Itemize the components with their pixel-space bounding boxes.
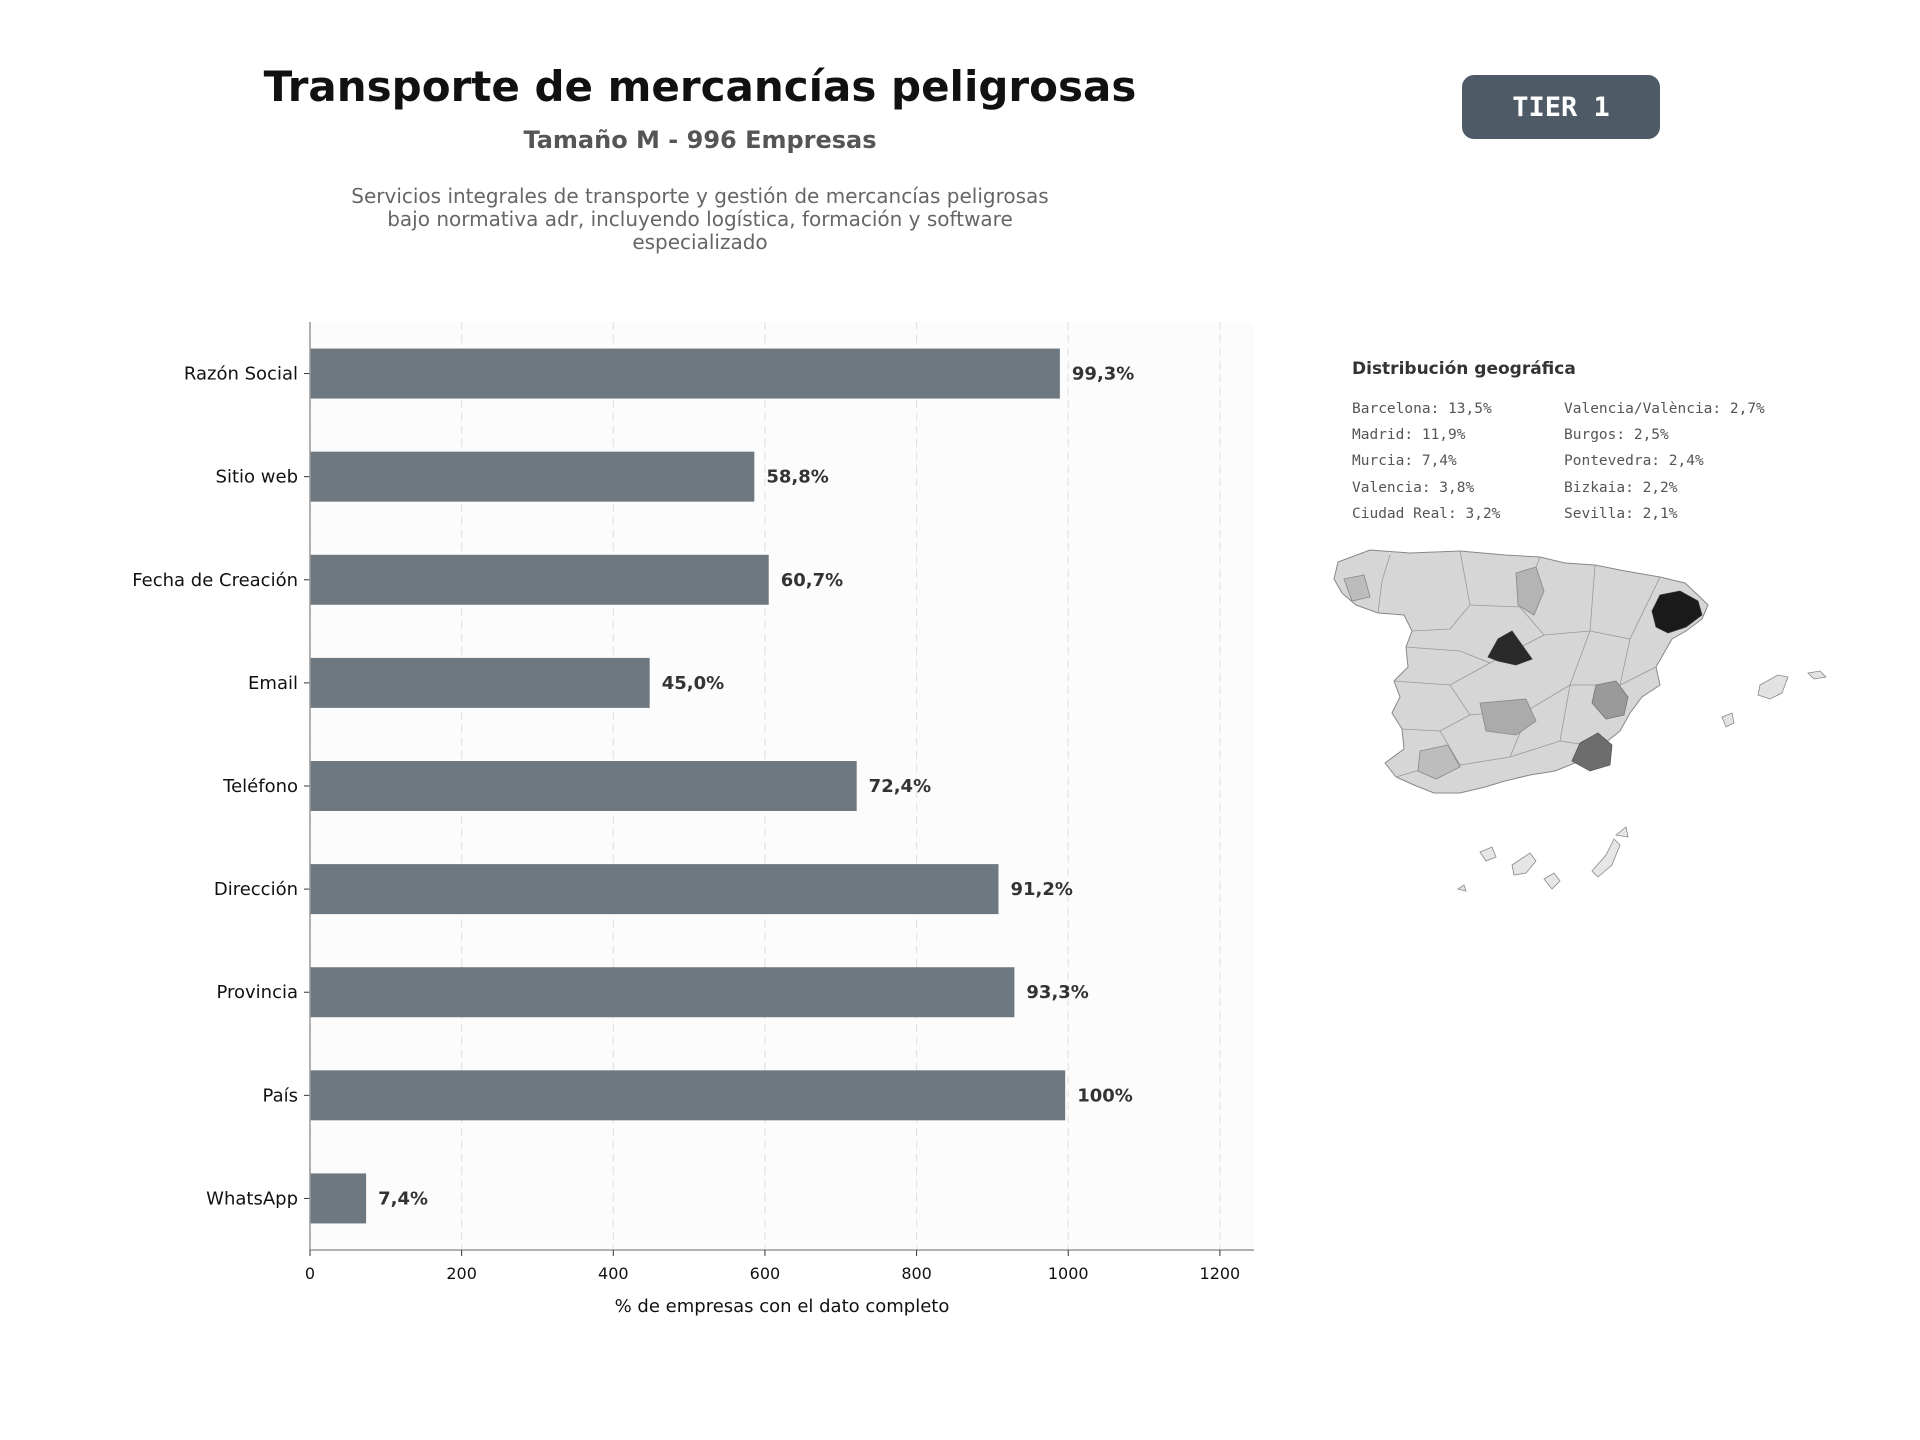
bar <box>310 657 650 708</box>
map-island-canary-3 <box>1543 872 1561 890</box>
x-tick-label: 200 <box>446 1264 477 1283</box>
map-island-canary-6 <box>1457 884 1467 892</box>
map-island-ibiza <box>1721 712 1735 728</box>
data-label: 93,3% <box>1026 982 1088 1003</box>
page-subtitle: Tamaño M - 996 Empresas <box>523 126 877 154</box>
x-tick-label: 1000 <box>1048 1264 1089 1283</box>
description-line: especializado <box>632 230 768 254</box>
bar <box>310 864 999 915</box>
category-label: País <box>263 1085 298 1106</box>
category-label: Fecha de Creación <box>132 570 298 591</box>
map-island-canary-1 <box>1479 846 1497 862</box>
x-axis-label: % de empresas con el dato completo <box>615 1296 950 1317</box>
description-line: Servicios integrales de transporte y ges… <box>351 184 1049 208</box>
map-region-valencia <box>1591 680 1629 720</box>
geo-item: Murcia: 7,4% <box>1352 453 1457 470</box>
geo-title: Distribución geográfica <box>1352 359 1576 379</box>
bar <box>310 348 1060 399</box>
description: Servicios integrales de transporte y ges… <box>300 185 1100 254</box>
data-label: 72,4% <box>869 776 931 797</box>
bar <box>310 554 769 605</box>
geo-item: Valencia: 3,8% <box>1352 479 1475 496</box>
geo-item: Valencia/València: 2,7% <box>1564 401 1765 417</box>
category-label: WhatsApp <box>206 1188 298 1209</box>
data-label: 91,2% <box>1010 879 1072 900</box>
geo-item: Barcelona: 13,5% <box>1352 401 1492 417</box>
geo-item: Burgos: 2,5% <box>1564 427 1669 444</box>
data-label: 100% <box>1077 1085 1133 1106</box>
geo-item: Sevilla: 2,1% <box>1564 505 1678 522</box>
map-region-madrid <box>1487 630 1533 666</box>
bar <box>310 967 1015 1018</box>
x-tick-label: 400 <box>598 1264 629 1283</box>
data-label: 99,3% <box>1072 364 1134 385</box>
spain-map <box>1333 549 1827 892</box>
category-label: Sitio web <box>216 467 298 488</box>
x-tick-label: 0 <box>305 1264 315 1283</box>
geo-item: Ciudad Real: 3,2% <box>1352 505 1501 522</box>
map-region-barcelona <box>1651 590 1703 634</box>
bar <box>310 1070 1066 1121</box>
geo-list-right: Valencia/València: 2,7% Burgos: 2,5% Pon… <box>1564 396 1765 527</box>
bar <box>310 761 857 811</box>
geo-item: Pontevedra: 2,4% <box>1564 453 1704 470</box>
category-label: Provincia <box>216 982 298 1003</box>
category-label: Razón Social <box>184 364 298 385</box>
map-region-pontevedra <box>1343 574 1371 602</box>
tier-badge: TIER 1 <box>1462 75 1660 139</box>
description-line: bajo normativa adr, incluyendo logística… <box>387 207 1013 231</box>
data-label: 45,0% <box>662 673 724 694</box>
map-region-ciudad-real <box>1479 698 1537 736</box>
data-label: 7,4% <box>378 1188 428 1209</box>
bar <box>310 1173 367 1224</box>
data-label: 60,7% <box>781 570 843 591</box>
geo-item: Bizkaia: 2,2% <box>1564 479 1678 496</box>
page-title: Transporte de mercancías peligrosas <box>263 62 1137 111</box>
map-island-canary-5 <box>1615 826 1629 838</box>
data-label: 58,8% <box>766 467 828 488</box>
x-tick-label: 600 <box>750 1264 781 1283</box>
category-label: Email <box>248 673 298 694</box>
category-label: Teléfono <box>222 776 298 797</box>
map-island-canary-4 <box>1591 838 1621 878</box>
x-tick-label: 800 <box>901 1264 932 1283</box>
map-island-canary-2 <box>1511 852 1537 876</box>
map-island-mallorca <box>1757 674 1789 700</box>
x-tick-label: 1200 <box>1200 1264 1241 1283</box>
map-island-menorca <box>1807 670 1827 680</box>
map-region-burgos <box>1515 566 1545 616</box>
bar <box>310 451 755 502</box>
geo-list-left: Barcelona: 13,5% Madrid: 11,9% Murcia: 7… <box>1352 396 1500 527</box>
category-label: Dirección <box>214 879 298 900</box>
geo-item: Madrid: 11,9% <box>1352 427 1466 444</box>
map-region-sevilla <box>1417 744 1461 780</box>
map-region-murcia <box>1571 732 1613 772</box>
